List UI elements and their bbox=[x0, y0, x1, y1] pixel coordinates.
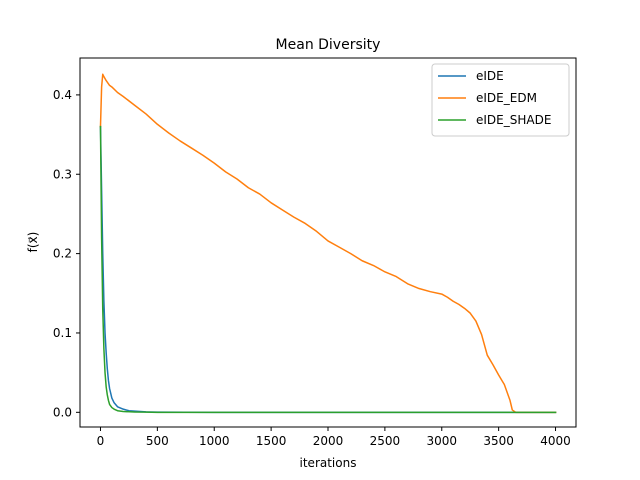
legend-label: eIDE bbox=[476, 69, 504, 83]
legend-label: eIDE_SHADE bbox=[476, 113, 551, 127]
series-line-eide-edm bbox=[99, 73, 557, 414]
x-tick-label: 1500 bbox=[256, 434, 287, 448]
x-tick-label: 1000 bbox=[199, 434, 230, 448]
legend-box bbox=[431, 63, 570, 137]
y-axis-label: f(x⃗) bbox=[26, 232, 40, 253]
x-tick-label: 3500 bbox=[483, 434, 514, 448]
y-tick-label: 0.1 bbox=[53, 326, 72, 340]
x-tick-label: 3000 bbox=[426, 434, 457, 448]
x-tick-label: 2500 bbox=[370, 434, 401, 448]
x-tick-label: 4000 bbox=[540, 434, 571, 448]
y-tick-label: 0.4 bbox=[53, 88, 72, 102]
legend: eIDE eIDE_EDM eIDE_SHADE bbox=[431, 63, 570, 137]
series-line-eide-shade bbox=[99, 125, 557, 414]
y-tick-label: 0.2 bbox=[53, 247, 72, 261]
legend-item: eIDE_EDM bbox=[438, 91, 537, 105]
series-lines bbox=[99, 73, 557, 414]
x-tick-label: 500 bbox=[146, 434, 169, 448]
x-axis-label: iterations bbox=[300, 456, 357, 470]
x-tick-label: 2000 bbox=[313, 434, 344, 448]
y-tick-label: 0.0 bbox=[53, 405, 72, 419]
legend-item: eIDE_SHADE bbox=[438, 113, 551, 127]
y-tick-label: 0.3 bbox=[53, 167, 72, 181]
legend-label: eIDE_EDM bbox=[476, 91, 537, 105]
x-tick-label: 0 bbox=[97, 434, 105, 448]
legend-item: eIDE bbox=[438, 69, 504, 83]
chart-title: Mean Diversity bbox=[276, 37, 381, 53]
